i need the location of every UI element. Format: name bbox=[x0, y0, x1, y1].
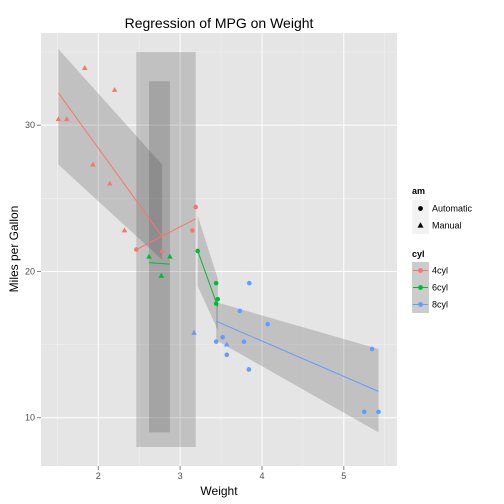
point-4cyl-manual bbox=[111, 86, 118, 92]
confidence-band-6cyl-manual bbox=[149, 81, 170, 433]
point-4cyl-automatic bbox=[134, 247, 139, 252]
major-gridlines bbox=[41, 33, 397, 466]
point-8cyl-automatic bbox=[246, 280, 252, 286]
point-4cyl-manual bbox=[81, 65, 88, 70]
y-tick-label: 10 bbox=[25, 413, 35, 423]
legend-4cyl-label: 4cyl bbox=[432, 266, 448, 276]
point-6cyl-manual bbox=[158, 272, 165, 278]
legend-cyl-title: cyl bbox=[412, 249, 425, 259]
point-8cyl-manual bbox=[223, 341, 230, 347]
point-6cyl-automatic bbox=[213, 301, 219, 306]
legend-8cyl-label: 8cyl bbox=[432, 300, 448, 310]
confidence-band-4cyl-manual bbox=[58, 49, 163, 260]
legend-6cyl-label: 6cyl bbox=[432, 283, 448, 293]
y-axis-ticks: 10 20 30 bbox=[25, 120, 41, 423]
point-4cyl-manual bbox=[90, 161, 96, 167]
chart-title: Regression of MPG on Weight bbox=[125, 15, 314, 31]
point-4cyl-manual bbox=[121, 227, 128, 233]
point-8cyl-automatic bbox=[237, 308, 243, 314]
y-tick-label: 20 bbox=[25, 266, 35, 276]
confidence-band-4cyl-automatic bbox=[136, 52, 196, 447]
legend-am: am Automatic Manual bbox=[412, 186, 473, 234]
point-8cyl-automatic bbox=[376, 409, 381, 415]
fit-line-4cyl-automatic bbox=[136, 218, 196, 250]
confidence-band-6cyl-automatic bbox=[197, 215, 218, 330]
legend-am-manual-label: Manual bbox=[432, 221, 462, 231]
point-8cyl-automatic bbox=[361, 409, 367, 415]
point-4cyl-manual bbox=[159, 247, 165, 253]
confidence-bands bbox=[58, 49, 379, 447]
y-tick-label: 30 bbox=[25, 120, 35, 130]
legend-8cyl-dot-icon bbox=[418, 302, 423, 307]
point-6cyl-manual bbox=[146, 253, 152, 259]
point-8cyl-automatic bbox=[246, 367, 252, 372]
point-8cyl-automatic bbox=[369, 346, 375, 352]
point-8cyl-automatic bbox=[224, 352, 230, 358]
point-4cyl-manual bbox=[55, 116, 62, 122]
point-6cyl-automatic bbox=[195, 248, 201, 254]
x-axis-title: Weight bbox=[200, 484, 238, 498]
legend-cyl: cyl 4cyl 6cyl 8cyl bbox=[412, 249, 448, 313]
point-8cyl-automatic bbox=[241, 339, 247, 344]
point-4cyl-automatic bbox=[190, 228, 195, 233]
point-8cyl-manual bbox=[191, 329, 197, 335]
point-8cyl-automatic bbox=[220, 334, 225, 340]
fit-line-6cyl-manual bbox=[148, 262, 170, 265]
legend-circle-icon bbox=[418, 206, 423, 211]
x-tick-label: 2 bbox=[96, 471, 101, 481]
legend-6cyl-dot-icon bbox=[418, 285, 423, 290]
point-4cyl-manual bbox=[63, 116, 70, 122]
x-tick-label: 4 bbox=[259, 471, 264, 481]
legend-am-automatic-label: Automatic bbox=[432, 204, 473, 214]
data-points bbox=[55, 65, 381, 415]
x-tick-label: 5 bbox=[341, 471, 346, 481]
regression-lines bbox=[58, 92, 379, 392]
point-4cyl-manual bbox=[106, 180, 113, 186]
fit-line-6cyl-automatic bbox=[197, 250, 219, 307]
minor-gridlines bbox=[41, 33, 397, 466]
point-8cyl-automatic bbox=[265, 321, 270, 327]
legend-triangle-icon bbox=[417, 222, 424, 228]
legend-am-title: am bbox=[412, 186, 425, 196]
point-6cyl-automatic bbox=[215, 296, 221, 302]
x-tick-label: 3 bbox=[178, 471, 183, 481]
point-6cyl-automatic bbox=[213, 280, 219, 286]
fit-line-8cyl-automatic bbox=[215, 320, 379, 392]
point-8cyl-automatic bbox=[213, 339, 219, 344]
x-axis-ticks: 2 3 4 5 bbox=[96, 466, 346, 481]
plot-panel bbox=[41, 33, 397, 466]
fit-line-4cyl-manual bbox=[58, 92, 163, 237]
legend-4cyl-dot-icon bbox=[418, 268, 423, 273]
confidence-band-8cyl-automatic bbox=[216, 302, 379, 433]
y-axis-title: Miles per Gallon bbox=[7, 206, 21, 293]
point-6cyl-manual bbox=[167, 253, 173, 259]
point-4cyl-automatic bbox=[193, 204, 198, 210]
